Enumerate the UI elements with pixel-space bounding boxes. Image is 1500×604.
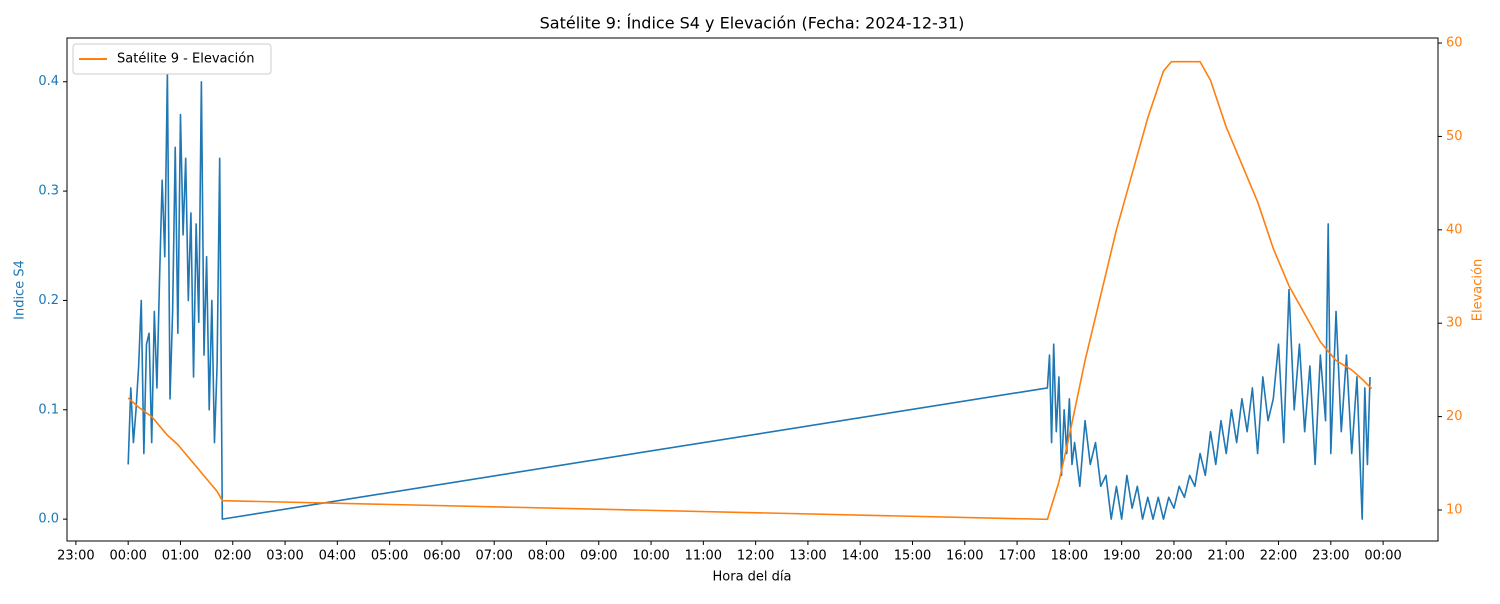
y-tick-label: 0.0: [38, 512, 59, 527]
x-tick-label: 20:00: [1155, 549, 1192, 564]
plot-frame: [66, 37, 1439, 542]
legend-box: [72, 43, 272, 75]
x-tick-label: 06:00: [423, 549, 460, 564]
series-line: [127, 70, 1371, 520]
y2-tick-label: 40: [1446, 222, 1463, 237]
chart-title: Satélite 9: Índice S4 y Elevación (Fecha…: [540, 14, 965, 33]
x-tick-label: 03:00: [266, 549, 303, 564]
x-tick-label: 00:00: [1364, 549, 1401, 564]
x-tick-label: 10:00: [632, 549, 669, 564]
x-tick-label: 09:00: [580, 549, 617, 564]
x-tick-label: 23:00: [1312, 549, 1349, 564]
y-axis-label: Indice S4: [13, 260, 28, 320]
x-tick-label: 07:00: [475, 549, 512, 564]
x-tick-label: 23:00: [57, 549, 94, 564]
legend-label: Satélite 9 - Elevación: [117, 52, 254, 67]
y2-tick-label: 20: [1446, 409, 1463, 424]
y-tick-label: 0.3: [38, 184, 59, 199]
x-tick-label: 01:00: [162, 549, 199, 564]
x-tick-label: 00:00: [109, 549, 146, 564]
series-line: [127, 60, 1373, 521]
x-tick-label: 11:00: [685, 549, 722, 564]
x-tick-label: 16:00: [946, 549, 983, 564]
y2-tick-label: 50: [1446, 129, 1463, 144]
y-tick-label: 0.1: [38, 402, 59, 417]
x-tick-label: 15:00: [894, 549, 931, 564]
y2-tick-label: 60: [1446, 36, 1463, 51]
y2-axis-label: Elevación: [1471, 259, 1486, 321]
x-axis-label: Hora del día: [713, 570, 792, 585]
x-tick-label: 22:00: [1260, 549, 1297, 564]
x-tick-label: 19:00: [1103, 549, 1140, 564]
x-tick-label: 08:00: [528, 549, 565, 564]
y-tick-label: 0.2: [38, 293, 59, 308]
x-tick-label: 02:00: [214, 549, 251, 564]
x-tick-label: 13:00: [789, 549, 826, 564]
x-tick-label: 21:00: [1207, 549, 1244, 564]
x-tick-label: 17:00: [998, 549, 1035, 564]
x-tick-label: 04:00: [319, 549, 356, 564]
x-tick-label: 14:00: [841, 549, 878, 564]
y-tick-label: 0.4: [38, 74, 59, 89]
x-tick-label: 05:00: [371, 549, 408, 564]
x-tick-label: 12:00: [737, 549, 774, 564]
y2-tick-label: 10: [1446, 502, 1463, 517]
x-tick-label: 18:00: [1051, 549, 1088, 564]
y2-tick-label: 30: [1446, 316, 1463, 331]
